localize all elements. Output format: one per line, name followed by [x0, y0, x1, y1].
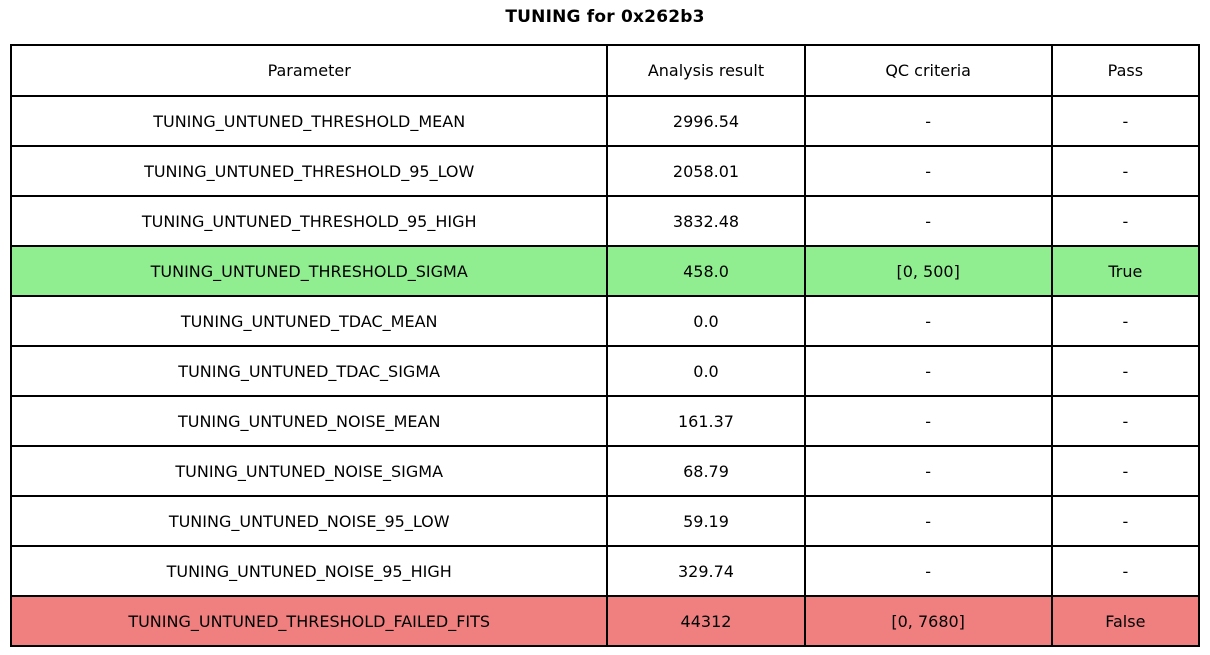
cell-pass: -	[1050, 395, 1201, 447]
cell-qc: -	[803, 145, 1053, 197]
cell-result: 0.0	[606, 295, 806, 347]
cell-result: 0.0	[606, 345, 806, 397]
cell-pass: -	[1050, 295, 1201, 347]
cell-parameter: TUNING_UNTUNED_THRESHOLD_95_HIGH	[9, 195, 609, 247]
cell-parameter: TUNING_UNTUNED_NOISE_95_LOW	[9, 495, 609, 547]
table-row-pass: TUNING_UNTUNED_THRESHOLD_SIGMA 458.0 [0,…	[9, 245, 1201, 297]
table-row: TUNING_UNTUNED_NOISE_95_HIGH 329.74 - -	[9, 545, 1201, 597]
cell-pass: -	[1050, 95, 1201, 147]
cell-pass: False	[1050, 595, 1201, 647]
table-row: TUNING_UNTUNED_NOISE_SIGMA 68.79 - -	[9, 445, 1201, 497]
cell-result: 2058.01	[606, 145, 806, 197]
table-row: TUNING_UNTUNED_NOISE_MEAN 161.37 - -	[9, 395, 1201, 447]
table-row: TUNING_UNTUNED_TDAC_SIGMA 0.0 - -	[9, 345, 1201, 397]
cell-result: 161.37	[606, 395, 806, 447]
cell-parameter: TUNING_UNTUNED_THRESHOLD_FAILED_FITS	[9, 595, 609, 647]
cell-pass: -	[1050, 195, 1201, 247]
cell-qc: [0, 7680]	[803, 595, 1053, 647]
cell-qc: -	[803, 545, 1053, 597]
cell-result: 44312	[606, 595, 806, 647]
cell-result: 68.79	[606, 445, 806, 497]
cell-result: 59.19	[606, 495, 806, 547]
cell-qc: -	[803, 95, 1053, 147]
cell-pass: -	[1050, 495, 1201, 547]
cell-qc: -	[803, 395, 1053, 447]
cell-qc: -	[803, 495, 1053, 547]
cell-parameter: TUNING_UNTUNED_THRESHOLD_MEAN	[9, 95, 609, 147]
table-row: TUNING_UNTUNED_THRESHOLD_95_HIGH 3832.48…	[9, 195, 1201, 247]
table-row: TUNING_UNTUNED_THRESHOLD_MEAN 2996.54 - …	[9, 95, 1201, 147]
cell-qc: -	[803, 295, 1053, 347]
cell-result: 2996.54	[606, 95, 806, 147]
column-header-qc-criteria: QC criteria	[803, 44, 1053, 97]
column-header-analysis-result: Analysis result	[606, 44, 806, 97]
cell-parameter: TUNING_UNTUNED_THRESHOLD_SIGMA	[9, 245, 609, 297]
qc-results-table: Parameter Analysis result QC criteria Pa…	[9, 44, 1201, 647]
cell-parameter: TUNING_UNTUNED_NOISE_SIGMA	[9, 445, 609, 497]
table-row: TUNING_UNTUNED_THRESHOLD_95_LOW 2058.01 …	[9, 145, 1201, 197]
cell-parameter: TUNING_UNTUNED_NOISE_MEAN	[9, 395, 609, 447]
cell-parameter: TUNING_UNTUNED_THRESHOLD_95_LOW	[9, 145, 609, 197]
page-title: TUNING for 0x262b3	[505, 7, 705, 27]
cell-parameter: TUNING_UNTUNED_TDAC_SIGMA	[9, 345, 609, 397]
cell-pass: -	[1050, 345, 1201, 397]
cell-qc: [0, 500]	[803, 245, 1053, 297]
cell-parameter: TUNING_UNTUNED_TDAC_MEAN	[9, 295, 609, 347]
cell-result: 329.74	[606, 545, 806, 597]
cell-pass: True	[1050, 245, 1201, 297]
cell-pass: -	[1050, 445, 1201, 497]
table-header-row: Parameter Analysis result QC criteria Pa…	[9, 44, 1201, 97]
cell-pass: -	[1050, 545, 1201, 597]
table-row: TUNING_UNTUNED_TDAC_MEAN 0.0 - -	[9, 295, 1201, 347]
cell-parameter: TUNING_UNTUNED_NOISE_95_HIGH	[9, 545, 609, 597]
column-header-pass: Pass	[1050, 44, 1201, 97]
cell-qc: -	[803, 345, 1053, 397]
table-row-fail: TUNING_UNTUNED_THRESHOLD_FAILED_FITS 443…	[9, 595, 1201, 647]
cell-pass: -	[1050, 145, 1201, 197]
table-row: TUNING_UNTUNED_NOISE_95_LOW 59.19 - -	[9, 495, 1201, 547]
cell-result: 3832.48	[606, 195, 806, 247]
cell-result: 458.0	[606, 245, 806, 297]
cell-qc: -	[803, 195, 1053, 247]
cell-qc: -	[803, 445, 1053, 497]
column-header-parameter: Parameter	[9, 44, 609, 97]
